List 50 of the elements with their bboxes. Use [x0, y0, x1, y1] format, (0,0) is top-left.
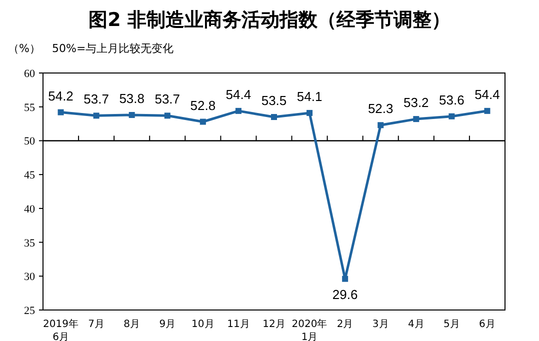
- y-tick-label: 55: [24, 102, 36, 114]
- y-axis-title: （%）: [8, 42, 40, 55]
- chart-title: 图2 非制造业商务活动指数（经季节调整）: [88, 9, 450, 31]
- x-tick-label: 8月: [124, 319, 140, 330]
- point: [271, 114, 277, 120]
- y-tick-label: 35: [24, 237, 36, 250]
- point: [306, 110, 313, 116]
- x-tick-label: 11月: [227, 319, 250, 330]
- x-tick-label: 4月: [408, 319, 424, 330]
- x-tick-label: 9月: [159, 319, 176, 330]
- data-label: 53.6: [439, 92, 464, 108]
- point: [342, 276, 348, 282]
- x-tick-label: 2019年 6月: [43, 318, 78, 341]
- point: [58, 109, 64, 116]
- x-tick-label: 10月: [192, 319, 214, 330]
- y-tick-label: 30: [24, 271, 36, 284]
- x-tick-label: 12月: [262, 319, 286, 330]
- point: [93, 112, 100, 119]
- y-tick-label: 60: [24, 68, 36, 80]
- point: [128, 112, 135, 118]
- x-tick-label: 2月: [336, 319, 354, 330]
- point: [413, 116, 420, 122]
- y-tick-label: 25: [24, 305, 36, 317]
- data-label: 53.7: [84, 92, 109, 107]
- data-label: 29.6: [332, 286, 358, 302]
- data-label: 53.2: [404, 95, 429, 110]
- x-tick-label: 2020年 1月: [292, 318, 328, 341]
- point: [378, 122, 384, 128]
- data-label: 52.8: [190, 98, 216, 113]
- data-label: 52.3: [368, 101, 394, 116]
- x-tick-label: 3月: [372, 319, 389, 330]
- y-tick-label: 45: [24, 170, 36, 182]
- data-label: 53.7: [154, 92, 180, 107]
- y-tick-label: 40: [24, 203, 36, 216]
- data-label: 54.4: [226, 86, 252, 102]
- point: [200, 118, 206, 125]
- data-label: 54.1: [296, 88, 322, 104]
- data-label: 54.2: [48, 88, 74, 104]
- text: 50%=与上月比较无变化: [52, 42, 174, 55]
- x-tick-label: 7月: [88, 319, 104, 330]
- data-label: 53.8: [119, 90, 144, 106]
- data-label: 54.4: [474, 86, 500, 102]
- x-tick-label: 6月: [479, 319, 496, 330]
- point: [484, 108, 490, 114]
- y-tick-label: 50: [24, 136, 36, 148]
- point: [448, 113, 455, 120]
- x-tick-label: 5月: [444, 319, 460, 330]
- data-label: 53.5: [261, 93, 287, 108]
- point: [164, 112, 170, 119]
- point: [235, 108, 242, 114]
